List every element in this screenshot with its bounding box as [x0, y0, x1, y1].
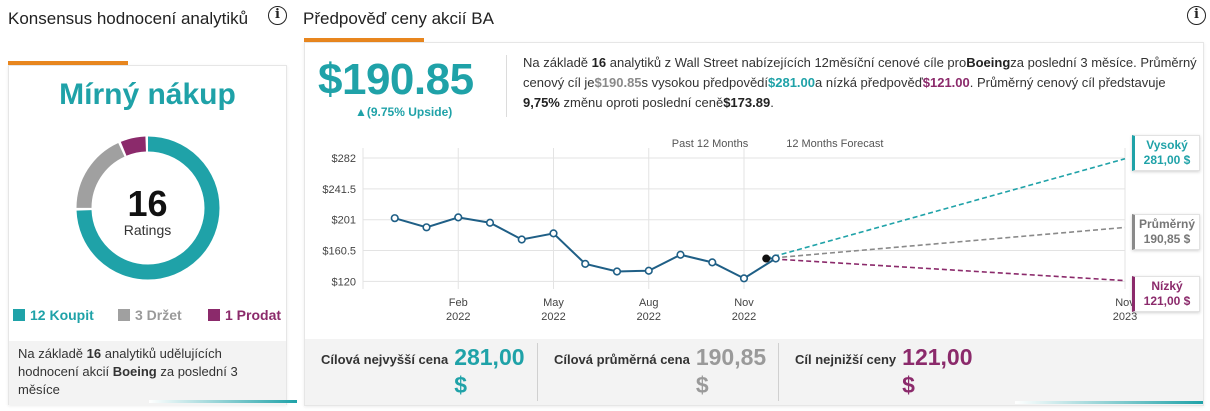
callout-average: Průměrný 190,85 $ — [1132, 214, 1200, 250]
consensus-footer: Na základě 16 analytiků udělujících hodn… — [9, 341, 297, 405]
history-point — [454, 213, 463, 222]
x-tick-year: 2022 — [446, 311, 470, 323]
history-point — [485, 218, 495, 227]
legend-hold-label: 3 Držet — [135, 307, 182, 323]
average-target: Cílová průměrná cena 190,85 $ — [554, 343, 766, 399]
current-price-point — [762, 254, 771, 263]
callout-high-label: Vysoký — [1146, 138, 1188, 152]
upside-label: ▲(9.75% Upside) — [355, 105, 453, 119]
legend-buy-swatch — [13, 309, 25, 321]
average-target-value: 190,85 — [695, 344, 767, 370]
legend-buy: 12 Koupit — [13, 307, 94, 323]
low-target: Cíl nejnižší ceny 121,00 $ — [795, 343, 973, 399]
ratings-donut — [76, 136, 220, 280]
footer-accent — [149, 400, 297, 403]
history-point — [771, 254, 780, 263]
consensus-footer-text: Na základě 16 analytiků udělujících hodn… — [18, 346, 238, 397]
footer-accent — [1015, 401, 1203, 404]
legend-hold: 3 Držet — [118, 307, 182, 323]
x-tick-year: 2022 — [541, 311, 565, 323]
x-tick-month: Feb — [449, 297, 468, 309]
callout-high: Vysoký 281,00 $ — [1132, 135, 1200, 171]
y-tick-label: $120 — [332, 276, 356, 288]
x-tick-month: Nov — [734, 297, 754, 309]
legend-buy-label: 12 Koupit — [30, 307, 94, 323]
divider — [506, 55, 507, 117]
price-forecast-chart: $282 $241.5 $201 $160.5 $120 Feb 2022 May 2022 Au… — [322, 138, 1137, 323]
high-target-label: Cílová nejvyšší cena — [321, 352, 449, 367]
section-label-past: Past 12 Months — [672, 138, 749, 150]
divider — [537, 343, 538, 401]
history-point — [644, 266, 653, 275]
callout-low: Nízký 121,00 $ — [1132, 276, 1200, 312]
y-tick-label: $241.5 — [322, 184, 356, 196]
low-target-value: 121,00 — [902, 344, 973, 370]
callout-high-value: 281,00 $ — [1143, 153, 1191, 167]
forecast-line-low — [766, 257, 1126, 282]
title-underline — [304, 38, 424, 42]
history-line — [394, 216, 780, 280]
history-point — [549, 229, 558, 238]
high-target-currency: $ — [454, 372, 467, 398]
donut-segment-buy — [76, 136, 220, 280]
high-target: Cílová nejvyšší cena 281,00 $ — [321, 343, 525, 399]
forecast-line-avg — [766, 226, 1126, 260]
low-target-currency: $ — [902, 372, 915, 398]
consensus-card: Mírný nákup 16 Ratings 12 Koupit 3 Držet… — [8, 65, 297, 405]
y-tick-label: $282 — [332, 153, 356, 165]
history-point — [390, 214, 399, 223]
info-icon[interactable]: i — [268, 6, 287, 25]
price-targets-bar: Cílová nejvyšší cena 281,00 $ Cílová prů… — [305, 339, 1203, 405]
info-icon[interactable]: i — [1187, 6, 1206, 25]
ratings-label: Ratings — [123, 222, 172, 238]
title-underline — [8, 61, 128, 65]
consensus-rating: Mírný nákup — [59, 78, 236, 111]
x-tick-year: 2022 — [732, 311, 756, 323]
legend-sell: 1 Prodat — [208, 307, 281, 323]
average-price-target: $190.85 — [318, 55, 474, 104]
x-tick-month: Aug — [639, 297, 659, 309]
forecast-summary: Na základě 16 analytiků z Wall Street na… — [523, 55, 1197, 110]
history-point — [517, 235, 526, 244]
legend-sell-label: 1 Prodat — [225, 307, 282, 323]
x-tick-month: Nov — [1115, 297, 1135, 309]
forecast-line-high — [766, 157, 1126, 260]
history-point — [676, 250, 685, 259]
callout-low-label: Nízký — [1151, 279, 1183, 293]
callout-average-label: Průměrný — [1138, 217, 1196, 231]
history-point — [739, 274, 749, 283]
forecast-card: $190.85 ▲(9.75% Upside) Na základě 16 an… — [304, 42, 1204, 406]
history-point — [612, 267, 622, 276]
legend-sell-swatch — [208, 309, 220, 321]
section-label-forecast: 12 Months Forecast — [786, 138, 883, 150]
x-tick-year: 2022 — [637, 311, 661, 323]
callout-average-value: 190,85 $ — [1143, 232, 1191, 246]
y-tick-label: $201 — [332, 215, 356, 227]
high-target-value: 281,00 — [454, 344, 525, 370]
average-target-currency: $ — [695, 372, 709, 398]
history-point — [581, 259, 590, 268]
history-point — [708, 258, 717, 267]
ratings-count: 16 — [127, 183, 168, 224]
average-target-label: Cílová průměrná cena — [554, 352, 690, 367]
divider — [778, 343, 779, 401]
y-tick-label: $160.5 — [322, 246, 356, 258]
consensus-title: Konsensus hodnocení analytiků — [8, 9, 249, 28]
callout-low-value: 121,00 $ — [1143, 294, 1191, 308]
x-tick-month: May — [543, 297, 564, 309]
low-target-label: Cíl nejnižší ceny — [795, 352, 897, 367]
history-point — [422, 223, 431, 232]
forecast-title: Předpověď ceny akcií BA — [303, 9, 494, 28]
x-tick-year: 2023 — [1113, 311, 1137, 323]
legend-hold-swatch — [118, 309, 130, 321]
